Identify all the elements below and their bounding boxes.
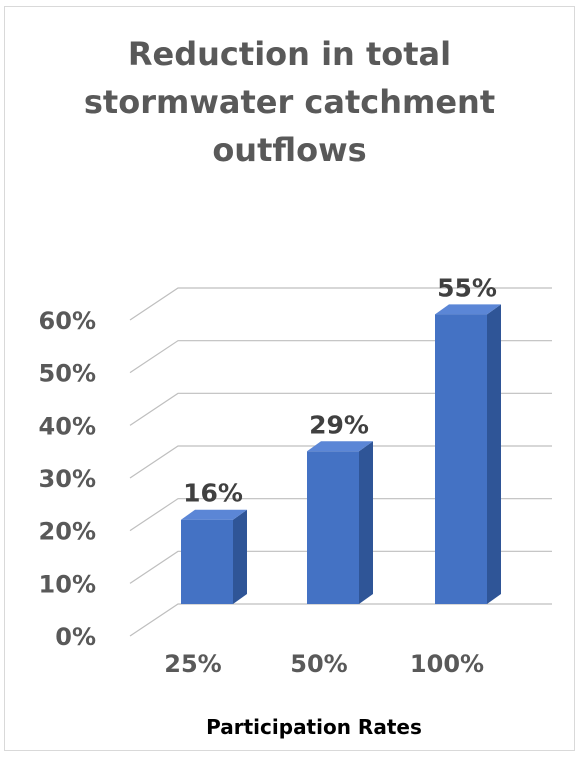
bar-front — [307, 451, 359, 604]
x-tick-label: 100% — [410, 650, 484, 678]
chart-title-line-1: Reduction in total — [127, 35, 452, 73]
bar-top — [435, 304, 501, 315]
y-tick-label: 20% — [39, 518, 96, 546]
chart-title: Reduction in total stormwater catchment … — [0, 30, 579, 174]
bars — [181, 304, 501, 604]
bar-side — [233, 509, 247, 604]
bar — [435, 304, 501, 604]
gridline — [129, 603, 552, 637]
x-tick-label: 25% — [164, 650, 221, 678]
y-tick-label: 10% — [39, 570, 96, 598]
gridlines — [129, 287, 552, 637]
bar-side — [359, 441, 373, 604]
bar — [181, 509, 247, 604]
gridline — [129, 392, 552, 426]
bar-side — [487, 304, 501, 604]
x-tick-label: 50% — [290, 650, 347, 678]
data-label: 29% — [309, 410, 369, 439]
y-tick-label: 0% — [55, 623, 96, 651]
y-tick-label: 30% — [39, 465, 96, 493]
y-tick-label: 60% — [39, 307, 96, 335]
chart-title-line-2: stormwater catchment — [83, 83, 496, 121]
data-labels: 16% 29% 55% — [183, 273, 497, 507]
data-label: 55% — [437, 273, 497, 302]
gridline — [129, 498, 552, 532]
data-label: 16% — [183, 479, 243, 508]
bar-front — [181, 519, 233, 604]
bar-front — [435, 314, 487, 604]
y-tick-label: 40% — [39, 412, 96, 440]
gridline — [129, 550, 552, 584]
bar-top — [307, 441, 373, 452]
x-axis-title: Participation Rates — [206, 715, 422, 739]
gridline — [129, 340, 552, 374]
bar — [307, 441, 373, 604]
chart-title-line-3: outflows — [212, 131, 367, 169]
x-axis-categories: 25% 50% 100% — [164, 650, 484, 678]
bar-top — [181, 509, 247, 520]
y-tick-label: 50% — [39, 360, 96, 388]
gridline — [129, 445, 552, 479]
y-axis-ticks: 0% 10% 20% 30% 40% 50% 60% — [39, 307, 96, 651]
gridline — [129, 287, 552, 321]
